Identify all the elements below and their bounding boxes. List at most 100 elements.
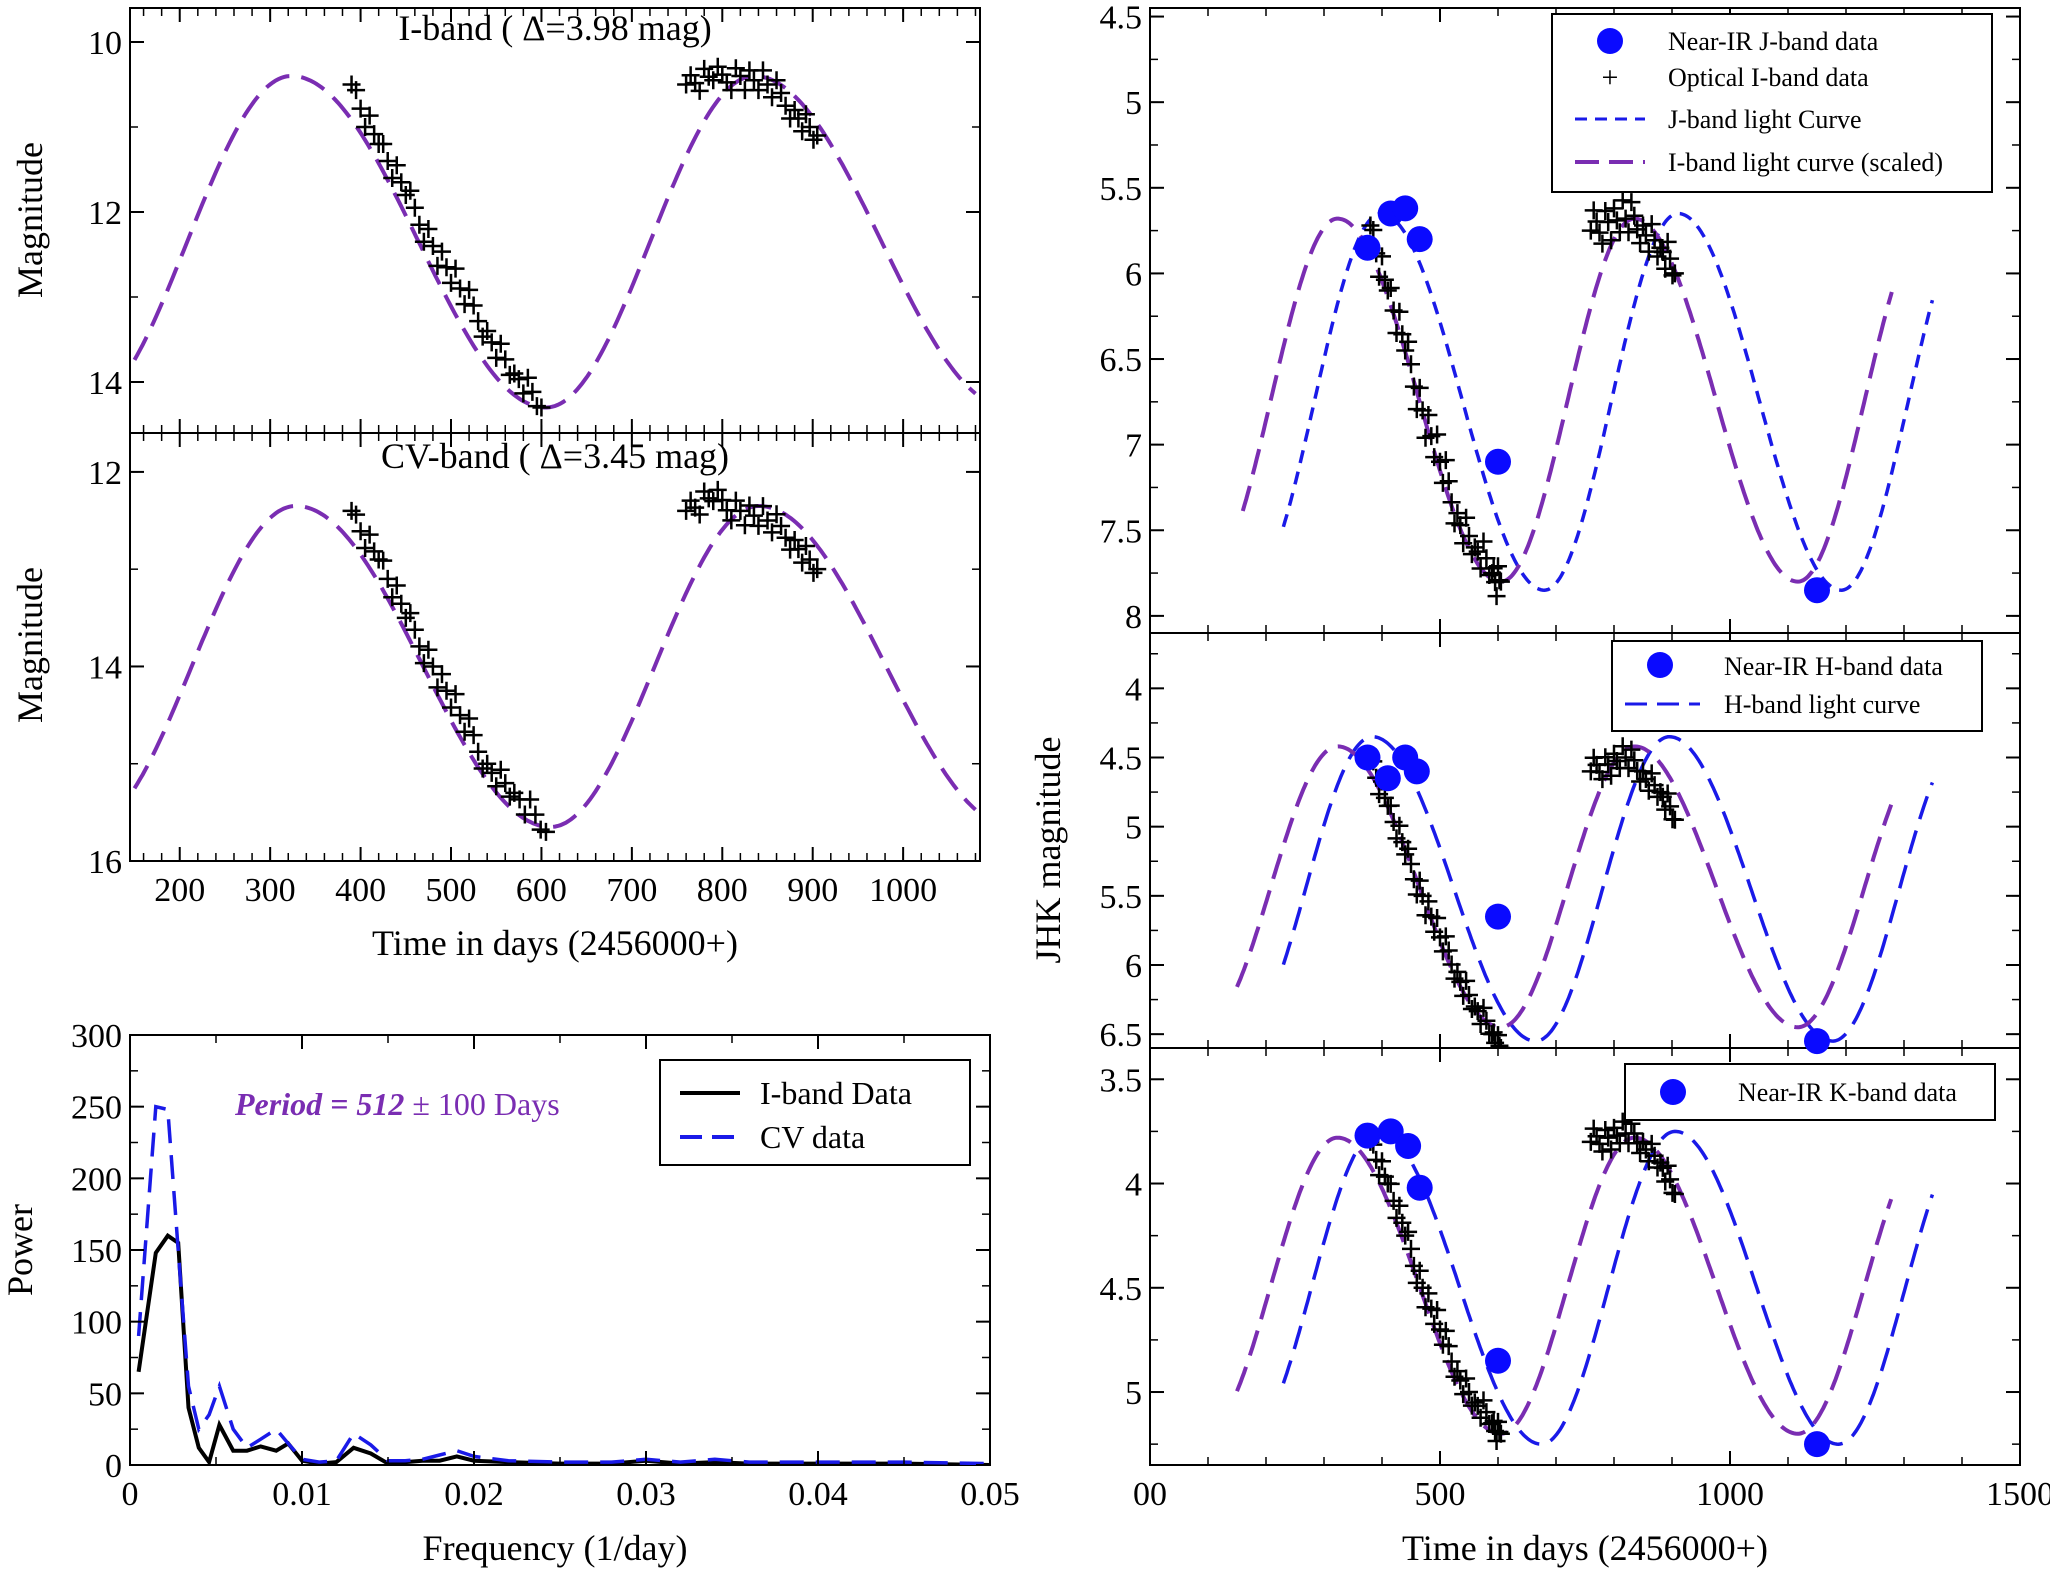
i-band-series-1-point xyxy=(491,334,510,353)
cv-band-series-1-point xyxy=(414,654,433,673)
h-band-series-2-point xyxy=(1439,941,1458,960)
i-band-series-1-point xyxy=(487,348,506,367)
cv-band-series-1-point xyxy=(464,726,483,745)
j-band-series-2-point xyxy=(1490,571,1509,590)
cv-band-xtick-label: 800 xyxy=(697,872,748,909)
j-band-series-2-point xyxy=(1593,234,1612,253)
j-band-series-2-point xyxy=(1439,472,1458,491)
cv-band-marks: 12 14 16 200 300 400 500 600 700 800 900 1000 xyxy=(88,433,980,909)
h-band-series-2-point xyxy=(1390,816,1409,835)
j-band-series-2-point xyxy=(1460,526,1478,545)
k-band-series-3-point xyxy=(1485,1347,1511,1374)
j-band-series-2-point xyxy=(1607,211,1626,230)
cv-band-series-1-point xyxy=(432,665,451,684)
periodogram-series-0-line xyxy=(136,1232,990,1465)
cv-band-series-1-point xyxy=(536,822,555,841)
h-band-series-2-point xyxy=(1593,770,1612,789)
h-band-series-2-point xyxy=(1642,764,1661,783)
i-band-frame xyxy=(129,7,981,434)
k-band-series-2-point xyxy=(1584,1119,1603,1138)
periodogram-ytick-label: 250 xyxy=(71,1090,122,1127)
i-band-series-1-point xyxy=(523,382,542,401)
k-band-legend: Near-IR K-band data xyxy=(1624,1063,1996,1121)
k-band-series-2-point xyxy=(1410,1261,1429,1280)
k-band-series-2-point xyxy=(1491,1424,1510,1443)
i-band-series-1-point xyxy=(482,333,501,352)
k-band-series-1-curve xyxy=(1235,1135,1894,1436)
j-band-series-2-point xyxy=(1596,201,1615,220)
k-band-series-2-point xyxy=(1442,1352,1461,1371)
i-band-series-1-point xyxy=(401,181,420,200)
cv-band-series-1-point xyxy=(789,540,808,559)
cv-band-series-1-point xyxy=(437,681,456,700)
k-band-series-0-curve xyxy=(1281,1129,1935,1446)
k-band-series-2-point xyxy=(1665,1184,1684,1203)
j-band-series-2-point xyxy=(1616,209,1635,228)
k-band-series-2-point xyxy=(1607,1126,1626,1145)
k-band-series-2-points xyxy=(1361,1112,1684,1451)
k-band-series-2-point xyxy=(1490,1422,1509,1441)
cv-band-xtick-label: 900 xyxy=(787,872,838,909)
cv-band-panel: CV-band ( Δ=3.45 mag) Magnitude Time in … xyxy=(10,432,981,963)
periodogram-ylabel: Power xyxy=(0,1204,40,1296)
h-band-series-2-points xyxy=(1361,737,1684,1048)
h-band-series-3-point xyxy=(1374,765,1401,792)
legend-h-data-swatch xyxy=(1647,652,1673,678)
h-band-series-2-point xyxy=(1634,762,1652,781)
cv-band-series-1-point xyxy=(521,790,540,809)
period-annotation-error: ± 100 Days xyxy=(404,1086,559,1122)
i-band-series-1-point xyxy=(428,256,447,275)
cv-band-series-1-point xyxy=(808,560,827,579)
legend-cv-label: CV data xyxy=(760,1119,865,1155)
j-band-series-2-point xyxy=(1634,216,1652,235)
h-band-series-2-point xyxy=(1465,997,1484,1016)
periodogram-legend: I-band Data CV data xyxy=(659,1059,971,1166)
i-band-series-1-point xyxy=(478,322,497,340)
j-band-series-1-curve xyxy=(1240,216,1894,584)
cv-band-series-1-point xyxy=(744,506,763,525)
j-band-series-3-point xyxy=(1406,226,1433,253)
cv-band-series-1-point xyxy=(401,604,420,623)
cv-band-series-1-point xyxy=(677,501,696,520)
cv-band-series-1-point xyxy=(360,525,379,544)
cv-band-series-1-point xyxy=(749,516,768,535)
h-band-ytick-label: 6.5 xyxy=(1100,1017,1143,1054)
j-band-series-2-point xyxy=(1399,332,1418,351)
j-band-marks: 4.5 5 5.5 6 6.5 7 7.5 8 xyxy=(1100,0,2021,636)
cv-band-series-1-point xyxy=(690,505,709,524)
i-band-series-1-point xyxy=(726,59,745,78)
jhk-ylabel: JHK magnitude xyxy=(1028,737,1068,964)
i-band-series-1-point xyxy=(532,398,551,417)
h-band-series-2-point xyxy=(1399,839,1418,858)
j-band-series-2-point xyxy=(1361,216,1380,235)
legend-iband-label: I-band Data xyxy=(760,1075,912,1111)
i-band-series-1-point xyxy=(351,99,370,118)
i-band-ytick-label: 12 xyxy=(88,195,122,232)
periodogram-ytick-label: 0 xyxy=(105,1448,122,1485)
h-band-series-2-point xyxy=(1490,1036,1509,1048)
j-band-ytick-label: 6.5 xyxy=(1100,342,1143,379)
i-band-series-1-point xyxy=(518,368,537,387)
cv-band-series-1-point xyxy=(796,537,815,556)
j-band-series-2-point xyxy=(1448,504,1467,523)
cv-band-series-1-point xyxy=(804,563,823,582)
cv-band-series-1-point xyxy=(473,759,492,778)
i-band-series-1-point xyxy=(681,66,700,85)
h-band-series-2-point xyxy=(1477,1011,1496,1030)
h-band-series-2-point xyxy=(1436,927,1455,946)
k-band-series-3-point xyxy=(1377,1118,1404,1145)
k-band-ytick-label: 4 xyxy=(1125,1167,1142,1204)
periodogram-ytick-label: 200 xyxy=(71,1161,122,1198)
k-band-series-3-point xyxy=(1406,1174,1433,1201)
periodogram-plot-area xyxy=(136,1104,990,1465)
k-band-series-2-point xyxy=(1625,1124,1644,1143)
j-band-legend: Near-IR J-band data + Optical I-band dat… xyxy=(1551,13,1993,193)
j-band-series-3-point xyxy=(1392,195,1419,222)
i-band-series-1-point xyxy=(374,135,393,153)
cv-band-series-1-point xyxy=(392,594,411,613)
i-band-series-1-point xyxy=(432,242,451,261)
j-band-series-2-point xyxy=(1622,193,1641,212)
j-band-series-2-point xyxy=(1602,231,1621,250)
i-band-series-1-point xyxy=(446,259,465,278)
h-band-series-2-point xyxy=(1625,751,1644,770)
